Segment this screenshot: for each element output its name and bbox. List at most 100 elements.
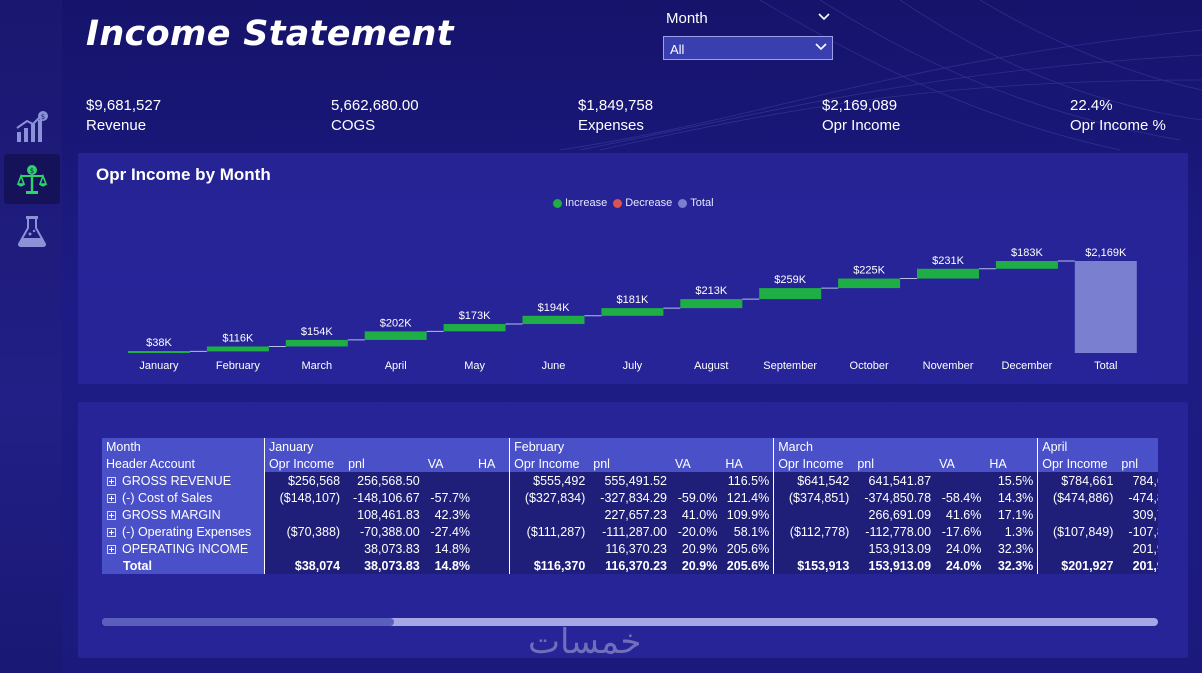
table-row: GROSS MARGIN 108,461.83 42.3% 227,657.23 41.… xyxy=(102,506,1158,523)
matrix-cell: 201,926.82 xyxy=(1117,557,1158,574)
legend-item-total[interactable]: Total xyxy=(678,197,714,209)
data-label: $2,169K xyxy=(1085,247,1127,259)
matrix-cell xyxy=(671,472,722,489)
matrix-cell: ($327,834) xyxy=(509,489,590,506)
row-label: (-) Cost of Sales xyxy=(122,490,213,505)
expand-plus-icon[interactable] xyxy=(107,510,116,520)
income-matrix-panel: Month January February March April Header Acc… xyxy=(78,402,1188,658)
waterfall-bar[interactable] xyxy=(917,268,979,279)
matrix-cell: $784,661 xyxy=(1037,472,1118,489)
kpi-cogs: 5,662,680.00 COGS xyxy=(331,97,419,137)
matrix-cell: ($374,851) xyxy=(773,489,854,506)
x-tick-label: April xyxy=(385,360,407,372)
expand-plus-icon[interactable] xyxy=(107,527,116,537)
legend-label: Decrease xyxy=(625,197,673,209)
row-header: Total xyxy=(102,557,265,574)
matrix-cell xyxy=(773,506,854,523)
expand-plus-icon[interactable] xyxy=(107,476,116,486)
waterfall-bar[interactable] xyxy=(1074,261,1137,353)
waterfall-bar[interactable] xyxy=(680,299,743,309)
month-header-cell xyxy=(671,438,722,455)
expand-plus-icon[interactable] xyxy=(107,544,116,554)
row-header[interactable]: GROSS MARGIN xyxy=(102,506,265,523)
data-label: $173K xyxy=(459,310,491,322)
measure-header: Opr Income xyxy=(263,455,345,472)
month-header-cell xyxy=(474,438,510,455)
matrix-cell: 153,913.09 xyxy=(853,557,936,574)
matrix-cell: -57.7% xyxy=(423,489,475,506)
row-label: OPERATING INCOME xyxy=(122,541,249,556)
matrix-header-month: Month xyxy=(102,438,265,455)
data-label: $154K xyxy=(301,326,333,338)
waterfall-bar[interactable] xyxy=(128,351,190,353)
legend-item-decrease[interactable]: Decrease xyxy=(613,197,672,209)
waterfall-bar[interactable] xyxy=(995,261,1058,269)
month-header-cell xyxy=(589,438,672,455)
matrix-cell: $116,370 xyxy=(509,557,590,574)
x-tick-label: September xyxy=(763,360,817,372)
sidebar-item-revenue[interactable]: $ xyxy=(4,102,60,152)
waterfall-bar[interactable] xyxy=(838,278,901,289)
horizontal-scrollbar[interactable] xyxy=(102,618,1158,626)
row-header[interactable]: GROSS REVENUE xyxy=(102,472,265,489)
matrix-cell: 641,541.87 xyxy=(853,472,936,489)
matrix-cell xyxy=(935,472,986,489)
matrix-cell: 108,461.83 xyxy=(344,506,424,523)
data-label: $194K xyxy=(538,302,570,314)
matrix-cell: -70,388.00 xyxy=(344,523,424,540)
sidebar-item-analysis[interactable] xyxy=(4,206,60,256)
row-label: Total xyxy=(123,558,152,573)
expand-plus-icon[interactable] xyxy=(107,493,116,503)
measure-header: VA xyxy=(423,455,475,472)
matrix-cell: 201,926.82 xyxy=(1117,540,1158,557)
month-slicer-value: All xyxy=(670,42,685,57)
x-tick-label: March xyxy=(302,360,333,372)
matrix-header-account: Header Account xyxy=(102,455,265,472)
sidebar-item-income-statement[interactable]: $ xyxy=(4,154,60,204)
matrix-cell: 205.6% xyxy=(721,540,774,557)
waterfall-bar[interactable] xyxy=(759,288,822,300)
row-label: GROSS MARGIN xyxy=(122,507,221,522)
data-label: $183K xyxy=(1011,247,1043,259)
waterfall-bar[interactable] xyxy=(443,324,506,332)
month-header: April xyxy=(1037,438,1118,455)
matrix-cell xyxy=(423,472,475,489)
matrix-cell: 109.9% xyxy=(721,506,774,523)
matrix-cell xyxy=(474,489,510,506)
measure-header: Opr Income xyxy=(773,455,854,472)
waterfall-bar[interactable] xyxy=(364,331,427,340)
waterfall-bar[interactable] xyxy=(206,346,269,352)
table-row: Total $38,074 38,073.83 14.8% $116,370 116,37… xyxy=(102,557,1158,574)
legend-item-increase[interactable]: Increase xyxy=(553,197,607,209)
row-header[interactable]: OPERATING INCOME xyxy=(102,540,265,557)
waterfall-bar[interactable] xyxy=(522,315,585,325)
kpi-expenses: $1,849,758 Expenses xyxy=(578,97,653,137)
data-label: $202K xyxy=(380,317,412,329)
matrix-cell xyxy=(509,506,590,523)
matrix-cell: ($112,778) xyxy=(773,523,854,540)
month-slicer-dropdown[interactable]: All xyxy=(663,36,833,60)
matrix-cell: $201,927 xyxy=(1037,557,1118,574)
matrix-cell: 42.3% xyxy=(423,506,475,523)
data-label: $181K xyxy=(616,294,648,306)
matrix-cell: 38,073.83 xyxy=(344,540,424,557)
measure-header: HA xyxy=(985,455,1038,472)
matrix-cell: 205.6% xyxy=(721,557,774,574)
measure-header: VA xyxy=(671,455,722,472)
chevron-down-icon xyxy=(815,43,827,51)
matrix-cell xyxy=(474,540,510,557)
row-header[interactable]: (-) Cost of Sales xyxy=(102,489,265,506)
data-label: $213K xyxy=(695,285,727,297)
row-header[interactable]: (-) Operating Expenses xyxy=(102,523,265,540)
matrix-cell: 58.1% xyxy=(721,523,774,540)
income-matrix: Month January February March April Header Acc… xyxy=(102,438,1158,583)
table-row: OPERATING INCOME 38,073.83 14.8% 116,370.23… xyxy=(102,540,1158,557)
chevron-down-icon[interactable] xyxy=(817,10,831,24)
matrix-cell xyxy=(474,506,510,523)
waterfall-bar[interactable] xyxy=(285,339,348,347)
measure-header: VA xyxy=(935,455,986,472)
scrollbar-thumb[interactable] xyxy=(102,618,394,626)
matrix-cell: 14.8% xyxy=(423,557,475,574)
waterfall-bar[interactable] xyxy=(601,308,664,316)
matrix-cell: 24.0% xyxy=(935,557,986,574)
